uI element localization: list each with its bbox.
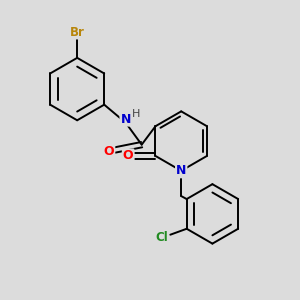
Text: N: N <box>176 164 186 177</box>
Text: O: O <box>104 145 114 158</box>
Text: Br: Br <box>70 26 85 38</box>
Text: Cl: Cl <box>155 231 168 244</box>
Text: N: N <box>120 112 131 126</box>
Text: O: O <box>123 149 134 162</box>
Text: H: H <box>132 109 140 119</box>
